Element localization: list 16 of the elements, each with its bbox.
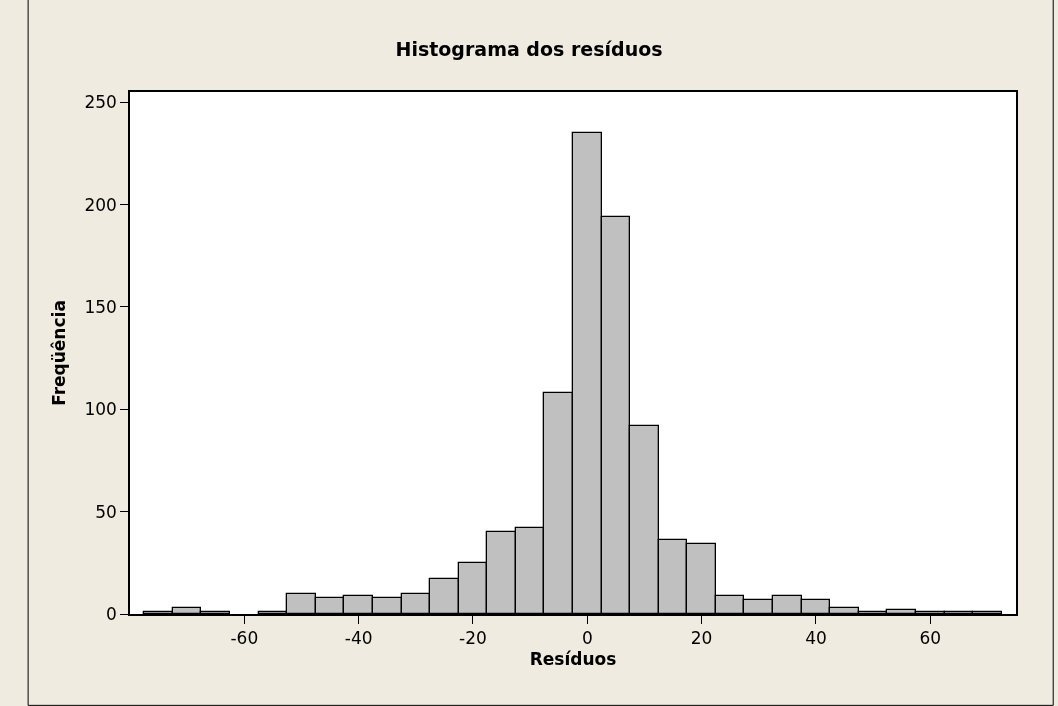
x-tick-label: -40	[344, 628, 373, 649]
y-axis-title: Freqüência	[49, 300, 70, 406]
x-tick-label: -20	[459, 628, 487, 649]
y-tick-label: 50	[95, 501, 117, 522]
y-tick-label: 250	[84, 92, 117, 113]
y-tick-label: 150	[84, 296, 117, 317]
y-tick-label: 0	[106, 603, 117, 624]
y-tick-label: 100	[84, 399, 117, 420]
x-tick-label: 40	[805, 628, 827, 649]
x-tick-label: 0	[581, 628, 593, 649]
chart-title: Histograma dos resíduos	[395, 38, 663, 61]
x-tick-label: 60	[919, 628, 942, 649]
x-tick-label: -60	[230, 628, 259, 649]
x-axis-title: Resíduos	[529, 649, 617, 670]
y-tick-label: 200	[84, 194, 117, 215]
x-tick-label: 20	[690, 628, 713, 649]
